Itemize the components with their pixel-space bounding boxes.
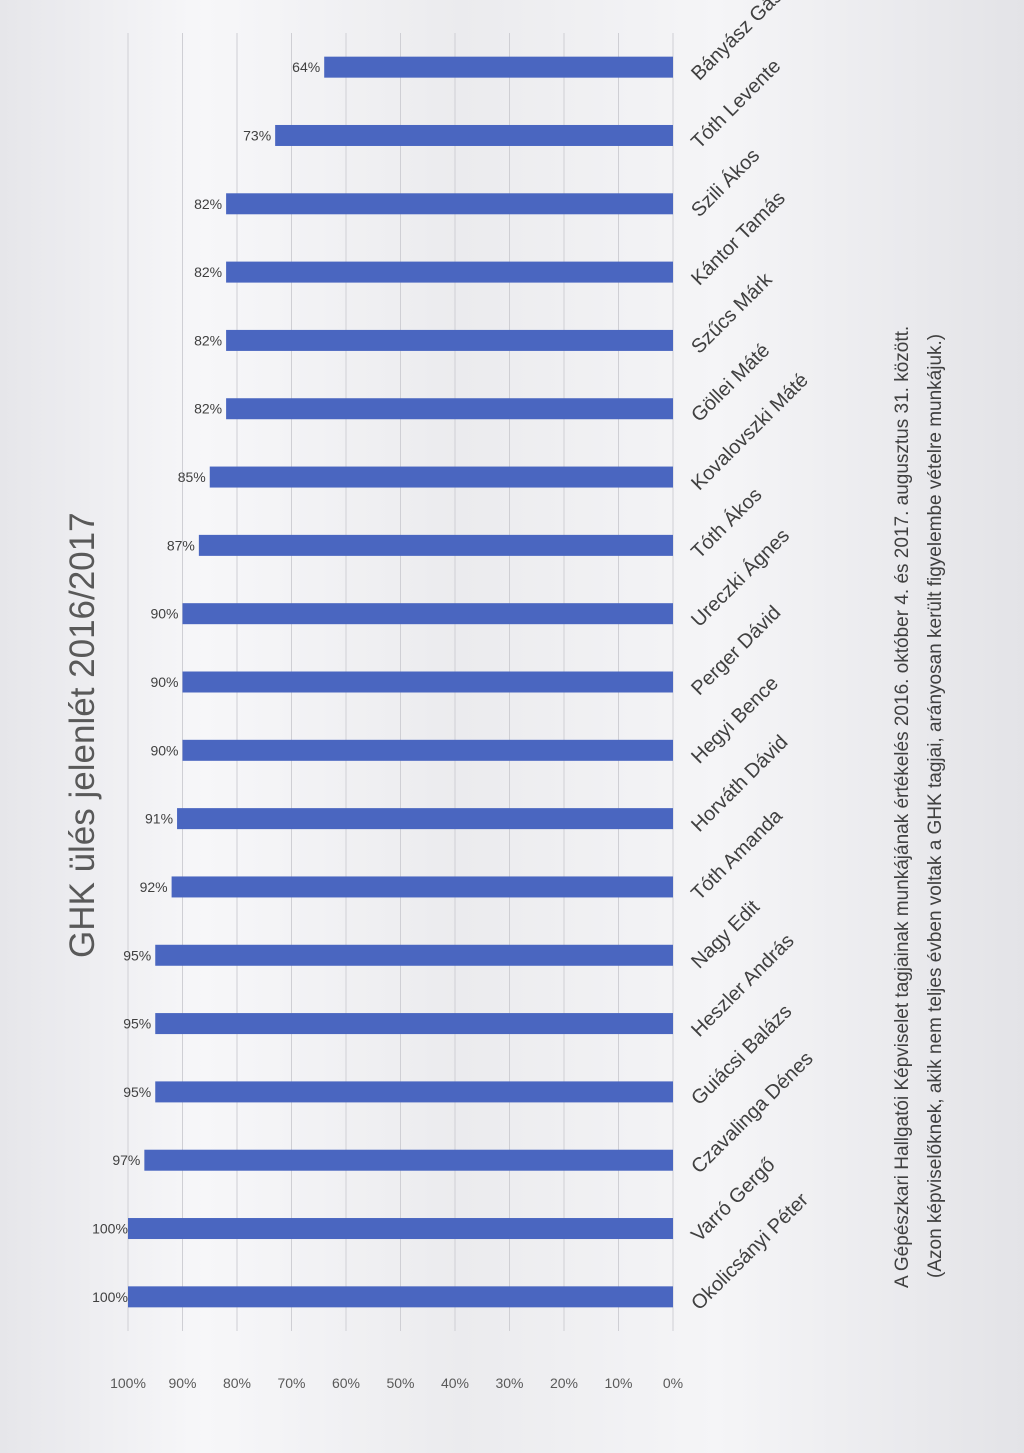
data-label: 95% — [123, 1084, 151, 1100]
data-label: 85% — [178, 469, 206, 485]
bar — [155, 944, 673, 966]
data-label: 95% — [123, 1016, 151, 1032]
footnote-line-1: A Gépészkari Hallgatói Képviselet tagjai… — [892, 326, 913, 1288]
y-tick-label: 60% — [332, 1375, 360, 1391]
bars — [128, 56, 674, 1308]
data-label: 73% — [243, 127, 271, 143]
data-label: 64% — [292, 59, 320, 75]
chart-title: GHK ülés jelenlét 2016/2017 — [63, 512, 102, 958]
category-label: Okolicsányi Péter — [687, 1189, 813, 1315]
footnote-line-2: (Azon képviselőknek, akik nem teljes évb… — [925, 334, 946, 1278]
bar — [128, 1286, 673, 1308]
bar — [198, 534, 673, 556]
bar — [226, 398, 673, 420]
bar — [226, 193, 673, 215]
y-axis-tick-labels: 0% 10% 20% 30% 40% 50% 60% 70% 80% 90% 100% — [110, 1375, 683, 1391]
data-label: 92% — [140, 879, 168, 895]
bar — [275, 124, 673, 146]
bar — [209, 466, 673, 488]
y-tick-label: 30% — [495, 1375, 523, 1391]
data-label: 82% — [194, 264, 222, 280]
bar — [182, 603, 673, 625]
bar — [177, 808, 674, 830]
y-tick-label: 100% — [110, 1375, 146, 1391]
data-label: 82% — [194, 332, 222, 348]
data-label: 91% — [145, 811, 173, 827]
bar — [182, 671, 673, 693]
category-label: Czavalinga Dénes — [687, 1048, 817, 1178]
data-label: 90% — [150, 674, 178, 690]
data-label: 90% — [150, 742, 178, 758]
y-tick-label: 20% — [550, 1375, 578, 1391]
data-label: 97% — [112, 1152, 140, 1168]
y-tick-label: 0% — [663, 1375, 683, 1391]
bar — [182, 739, 673, 761]
y-tick-label: 70% — [277, 1375, 305, 1391]
data-label: 95% — [123, 947, 151, 963]
y-tick-label: 80% — [223, 1375, 251, 1391]
bar — [226, 329, 673, 351]
bar — [155, 1081, 673, 1103]
category-label: Bányász Gáspár — [687, 0, 807, 85]
data-label: 82% — [194, 196, 222, 212]
y-tick-label: 90% — [168, 1375, 196, 1391]
data-label: 90% — [150, 606, 178, 622]
data-label: 100% — [92, 1289, 128, 1305]
bar — [226, 261, 673, 283]
bar — [171, 876, 673, 898]
data-label: 100% — [92, 1221, 128, 1237]
data-label: 82% — [194, 401, 222, 417]
bar — [155, 1013, 673, 1035]
y-tick-label: 40% — [441, 1375, 469, 1391]
bar — [324, 56, 673, 78]
bar — [144, 1149, 674, 1171]
data-label: 87% — [167, 537, 195, 553]
category-label: Kovalovszki Máté — [687, 369, 813, 495]
data-labels: 100% 100% 97% 95% 95% 95% 92% 91% 90% 90% 90% 87% 85… — [92, 59, 320, 1305]
y-tick-label: 10% — [604, 1375, 632, 1391]
bar — [128, 1218, 673, 1240]
y-tick-label: 50% — [386, 1375, 414, 1391]
